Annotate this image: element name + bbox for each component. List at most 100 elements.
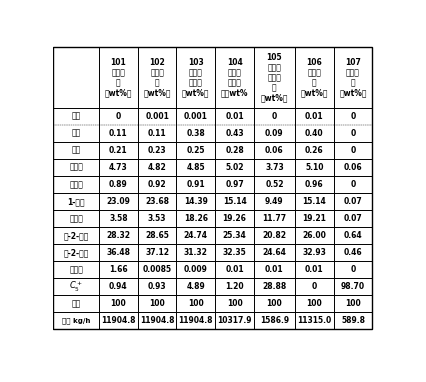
Text: 1.66: 1.66	[109, 265, 127, 274]
Text: 顺-2-丁烯: 顺-2-丁烯	[63, 231, 89, 240]
Text: 物: 物	[155, 78, 159, 87]
Bar	[294, 295, 333, 312]
Bar	[294, 312, 333, 329]
Text: 100: 100	[149, 299, 164, 308]
Bar	[215, 227, 253, 244]
Text: （wt%）: （wt%）	[104, 88, 132, 97]
Bar	[53, 295, 99, 312]
Text: 0.07: 0.07	[343, 197, 362, 206]
Text: 24.74: 24.74	[184, 231, 207, 240]
Bar	[253, 142, 294, 159]
Text: 流出物: 流出物	[188, 78, 202, 87]
Bar	[253, 312, 294, 329]
Bar	[138, 295, 176, 312]
Bar	[333, 176, 371, 193]
Text: 正丁烷: 正丁烷	[69, 163, 83, 172]
Text: 0.28: 0.28	[225, 146, 243, 155]
Text: 1-丁烯: 1-丁烯	[67, 197, 85, 206]
Text: 9.49: 9.49	[265, 197, 283, 206]
Text: （wt%）: （wt%）	[181, 88, 209, 97]
Text: （wt%）: （wt%）	[143, 88, 170, 97]
Bar	[215, 312, 253, 329]
Bar	[99, 227, 138, 244]
Text: 104: 104	[226, 58, 242, 67]
Bar	[138, 244, 176, 261]
Bar	[176, 159, 215, 176]
Text: 0.001: 0.001	[184, 112, 207, 121]
Text: 20.82: 20.82	[262, 231, 286, 240]
Text: 1.20: 1.20	[225, 282, 243, 291]
Text: 0.64: 0.64	[343, 231, 362, 240]
Bar	[176, 244, 215, 261]
Bar	[294, 244, 333, 261]
Text: 0.09: 0.09	[265, 129, 283, 138]
Text: 15.14: 15.14	[222, 197, 246, 206]
Bar	[294, 227, 333, 244]
Text: 0.25: 0.25	[186, 146, 204, 155]
Text: 11.77: 11.77	[262, 214, 286, 223]
Bar	[138, 193, 176, 210]
Text: 4.82: 4.82	[147, 163, 166, 172]
Text: 0.91: 0.91	[186, 180, 204, 189]
Text: 100: 100	[344, 299, 360, 308]
Bar	[253, 176, 294, 193]
Bar	[215, 210, 253, 227]
Text: 异构化: 异构化	[188, 68, 202, 77]
Text: 0: 0	[350, 265, 355, 274]
Bar	[138, 159, 176, 176]
Text: 异丁烯: 异丁烯	[69, 214, 83, 223]
Text: 11904.8: 11904.8	[178, 316, 213, 325]
Text: 0.01: 0.01	[304, 112, 323, 121]
Bar	[215, 193, 253, 210]
Bar	[53, 159, 99, 176]
Text: 丙烯: 丙烯	[72, 129, 81, 138]
Text: 98.70: 98.70	[340, 282, 364, 291]
Text: 0.01: 0.01	[265, 265, 283, 274]
Text: 0.009: 0.009	[184, 265, 207, 274]
Text: 0.38: 0.38	[186, 129, 205, 138]
Text: 31.32: 31.32	[184, 248, 207, 257]
Text: 107: 107	[344, 58, 360, 67]
Text: 26.00: 26.00	[302, 231, 325, 240]
Text: 37.12: 37.12	[145, 248, 169, 257]
Text: 105: 105	[266, 53, 282, 62]
Bar	[253, 210, 294, 227]
Bar	[215, 261, 253, 278]
Bar	[215, 47, 253, 108]
Text: 0.52: 0.52	[265, 180, 283, 189]
Bar	[138, 261, 176, 278]
Bar	[53, 312, 99, 329]
Bar	[215, 142, 253, 159]
Text: 5.10: 5.10	[304, 163, 323, 172]
Bar	[294, 159, 333, 176]
Bar	[333, 295, 371, 312]
Bar	[253, 47, 294, 108]
Text: 丙烷: 丙烷	[72, 146, 81, 155]
Text: 异丁烷: 异丁烷	[69, 180, 83, 189]
Text: 4.73: 4.73	[109, 163, 127, 172]
Bar	[53, 244, 99, 261]
Bar	[138, 176, 176, 193]
Bar	[253, 159, 294, 176]
Bar	[99, 210, 138, 227]
Bar	[215, 295, 253, 312]
Text: 0.01: 0.01	[225, 265, 243, 274]
Text: （wt%）: （wt%）	[339, 88, 366, 97]
Text: $C_5^+$: $C_5^+$	[69, 280, 83, 294]
Bar	[99, 261, 138, 278]
Text: 0.06: 0.06	[343, 163, 362, 172]
Text: 25.34: 25.34	[222, 231, 246, 240]
Bar	[53, 176, 99, 193]
Text: 3.73: 3.73	[265, 163, 283, 172]
Text: 0.11: 0.11	[109, 129, 127, 138]
Bar	[333, 47, 371, 108]
Text: 0: 0	[350, 146, 355, 155]
Bar	[253, 227, 294, 244]
Bar	[333, 159, 371, 176]
Bar	[53, 142, 99, 159]
Text: 流量 kg/h: 流量 kg/h	[62, 317, 90, 324]
Text: 0.07: 0.07	[343, 214, 362, 223]
Text: 构化产: 构化产	[267, 73, 281, 82]
Text: 0.01: 0.01	[225, 112, 243, 121]
Text: 0: 0	[350, 112, 355, 121]
